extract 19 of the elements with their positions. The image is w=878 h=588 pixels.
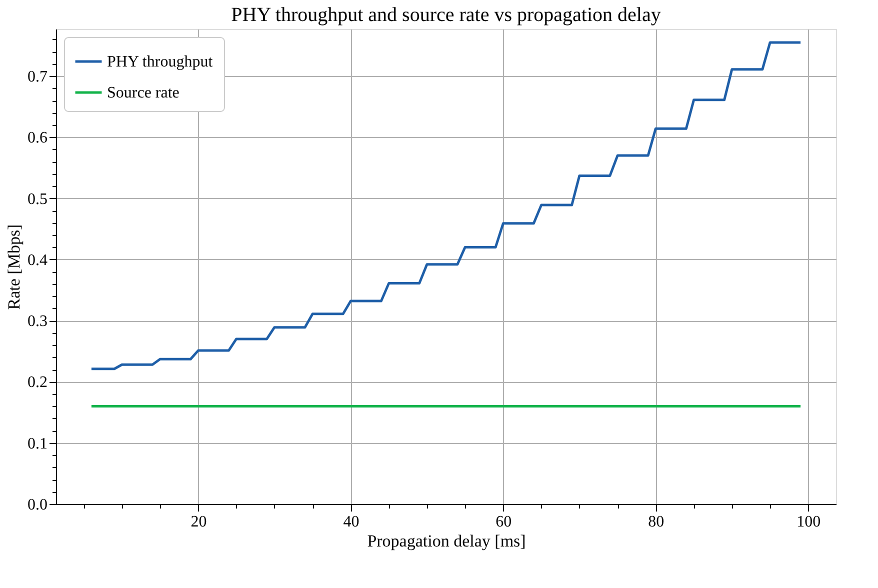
y-tick-label: 0.7 (28, 68, 48, 86)
y-tick-label: 0.3 (28, 313, 48, 330)
y-tick-label: 0.6 (28, 130, 48, 147)
x-tick-label: 80 (648, 514, 664, 530)
y-axis-title: Rate [Mbps] (4, 224, 24, 310)
y-tick-label: 0.4 (28, 252, 48, 269)
x-axis-title: Propagation delay [ms] (367, 532, 526, 550)
legend-label: Source rate (107, 84, 180, 102)
y-tick-label: 0.2 (28, 374, 48, 392)
y-tick-label: 0.0 (28, 496, 48, 514)
chart-title: PHY throughput and source rate vs propagation delay (231, 4, 661, 26)
y-tick-label: 0.1 (28, 435, 48, 452)
x-tick-label: 40 (343, 514, 360, 530)
x-tick-label: 60 (496, 514, 512, 530)
x-tick-label: 20 (190, 514, 207, 530)
legend-label: PHY throughput (107, 54, 214, 70)
y-tick-label: 0.5 (28, 190, 48, 208)
x-tick-label: 100 (796, 514, 821, 530)
line-series (90, 41, 802, 370)
